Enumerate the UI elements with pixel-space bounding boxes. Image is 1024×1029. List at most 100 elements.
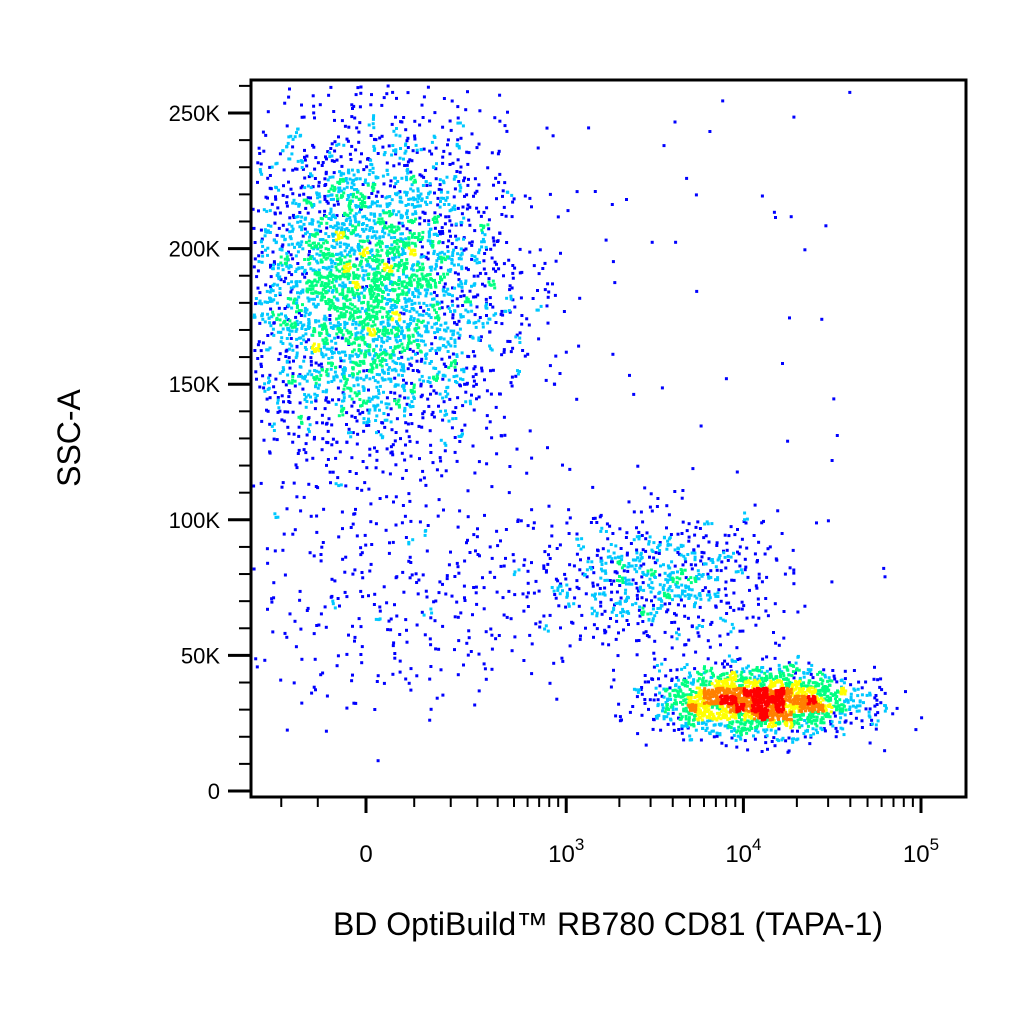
event-dot: [601, 547, 605, 551]
event-dot: [378, 497, 382, 500]
event-dot: [390, 368, 394, 372]
event-dot: [578, 296, 582, 300]
event-dot: [438, 230, 441, 234]
event-dot: [420, 103, 424, 107]
event-dot: [260, 419, 264, 423]
event-dot: [367, 263, 371, 267]
event-dot: [376, 264, 380, 268]
event-dot: [371, 310, 375, 314]
event-dot: [423, 211, 427, 215]
event-dot: [498, 392, 502, 396]
event-dot: [277, 313, 281, 317]
event-dot: [855, 709, 859, 713]
event-dot: [385, 447, 389, 451]
event-dot: [294, 356, 298, 360]
event-dot: [448, 293, 452, 296]
event-dot: [642, 573, 646, 576]
event-dot: [268, 422, 272, 426]
event-dot: [507, 258, 511, 262]
event-dot: [292, 198, 296, 202]
event-dot: [465, 641, 469, 645]
event-dot: [450, 208, 454, 212]
event-dot: [444, 215, 448, 219]
event-dot: [439, 188, 443, 192]
event-dot: [737, 607, 741, 611]
event-dot: [612, 551, 616, 555]
event-dot: [442, 149, 446, 153]
event-dot: [390, 223, 393, 227]
event-dot: [372, 114, 376, 118]
event-dot: [303, 268, 307, 272]
event-dot: [437, 318, 440, 322]
event-dot: [738, 564, 742, 568]
event-dot: [382, 221, 386, 225]
event-dot: [415, 323, 419, 327]
event-dot: [493, 575, 497, 579]
event-dot: [548, 544, 552, 548]
event-dot: [286, 318, 290, 322]
event-dot: [438, 301, 441, 305]
event-dot: [617, 579, 621, 583]
event-dot: [674, 684, 677, 688]
event-dot: [342, 307, 346, 311]
event-dot: [370, 397, 374, 401]
event-dot: [305, 609, 309, 612]
event-dot: [825, 685, 829, 689]
event-dot: [335, 317, 339, 321]
event-dot: [330, 355, 334, 359]
event-dot: [378, 609, 382, 613]
event-dot: [697, 672, 701, 676]
event-dot: [328, 271, 332, 275]
event-dot: [761, 657, 765, 661]
event-dot: [727, 601, 731, 605]
event-dot: [269, 285, 272, 289]
event-dot: [422, 301, 426, 305]
event-dot: [409, 561, 413, 564]
event-dot: [474, 382, 478, 386]
event-dot: [361, 276, 365, 280]
event-dot: [394, 182, 398, 185]
event-dot: [291, 532, 295, 536]
event-dot: [363, 214, 367, 218]
event-dot: [295, 267, 299, 271]
event-dot: [353, 391, 357, 395]
event-dot: [687, 720, 691, 724]
event-dot: [446, 292, 450, 296]
event-dot: [294, 280, 298, 284]
event-dot: [448, 397, 452, 401]
event-dot: [331, 602, 335, 606]
event-dot: [652, 603, 655, 607]
event-dot: [321, 338, 325, 342]
event-dot: [395, 362, 399, 365]
event-dot: [354, 212, 358, 216]
event-dot: [400, 292, 403, 296]
event-dot: [450, 261, 454, 265]
event-dot: [341, 315, 345, 319]
event-dot: [355, 376, 359, 380]
event-dot: [427, 192, 431, 196]
event-dot: [756, 677, 760, 681]
event-dot: [385, 418, 389, 422]
event-dot: [616, 601, 620, 605]
event-dot: [501, 194, 504, 198]
event-dot: [310, 246, 314, 250]
event-dot: [431, 243, 435, 247]
event-dot: [311, 291, 315, 295]
event-dot: [301, 334, 305, 338]
event-dot: [310, 255, 314, 258]
event-dot: [308, 233, 312, 236]
event-dot: [625, 597, 629, 601]
event-dot: [400, 214, 404, 218]
event-dot: [477, 460, 481, 464]
event-dot: [365, 316, 369, 319]
event-dot: [415, 150, 419, 154]
event-dot: [336, 476, 340, 480]
event-dot: [407, 219, 411, 223]
event-dot: [333, 262, 337, 265]
event-dot: [266, 246, 270, 250]
event-dot: [407, 244, 411, 248]
event-dot: [327, 361, 330, 365]
event-dot: [363, 318, 367, 322]
event-dot: [409, 170, 413, 174]
event-dot: [525, 317, 529, 321]
